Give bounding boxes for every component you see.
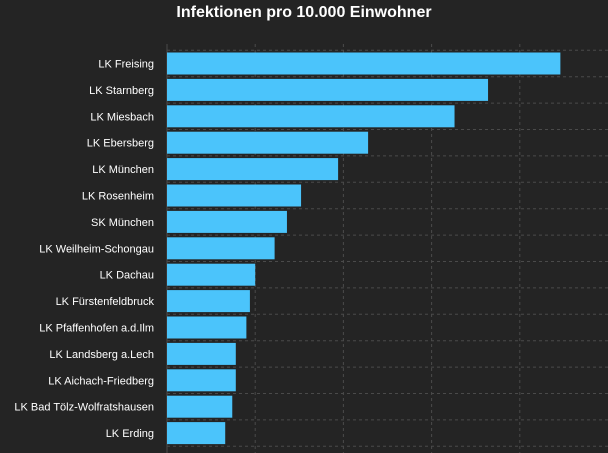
category-label: LK Miesbach [90, 111, 154, 123]
category-label: LK Freising [98, 59, 154, 71]
category-label: LK Weilheim-Schongau [39, 243, 154, 255]
category-labels: LK Freising LK Starnberg LK Miesbach LK Ebe… [14, 59, 154, 441]
category-label: SK München [91, 217, 154, 229]
category-label: LK Dachau [100, 270, 154, 282]
bar[interactable] [167, 263, 256, 286]
category-label: LK München [92, 164, 154, 176]
category-label: LK Rosenheim [82, 191, 154, 203]
bar[interactable] [167, 422, 226, 445]
bar[interactable] [167, 210, 287, 233]
category-label: LK Starnberg [89, 85, 154, 97]
bar[interactable] [167, 184, 302, 207]
bar[interactable] [167, 105, 455, 128]
grid-layer [166, 44, 608, 453]
bar[interactable] [167, 316, 247, 339]
bar[interactable] [167, 395, 233, 418]
category-label: LK Aichach-Friedberg [48, 375, 154, 387]
category-label: LK Ebersberg [87, 138, 154, 150]
bar[interactable] [167, 369, 236, 392]
category-label: LK Fürstenfeldbruck [56, 296, 155, 308]
category-label: LK Pfaffenhofen a.d.Ilm [39, 323, 154, 335]
category-label: LK Bad Tölz-Wolfratshausen [14, 402, 154, 414]
bar[interactable] [167, 78, 489, 101]
bar[interactable] [167, 290, 250, 313]
bar[interactable] [167, 131, 369, 154]
bar[interactable] [167, 342, 236, 365]
bar[interactable] [167, 237, 275, 260]
category-label: LK Erding [106, 428, 154, 440]
bar[interactable] [167, 52, 561, 75]
bar[interactable] [167, 158, 339, 181]
bars-layer [167, 52, 561, 445]
category-label: LK Landsberg a.Lech [49, 349, 154, 361]
chart-title: Infektionen pro 10.000 Einwohner [176, 4, 432, 21]
